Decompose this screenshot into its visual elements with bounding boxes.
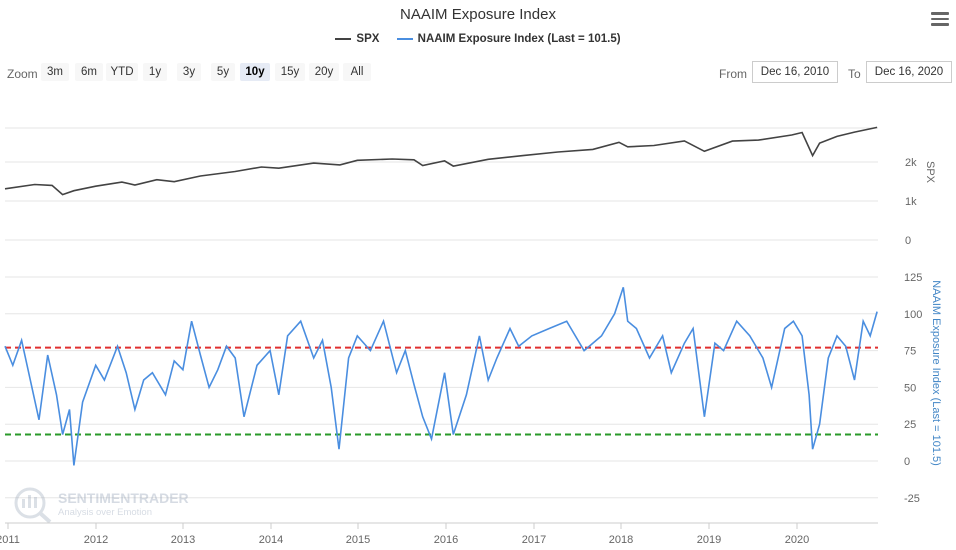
x-axis-tick-label: 2014 — [259, 534, 283, 546]
zoom-ytd-button[interactable]: YTD — [106, 63, 138, 81]
to-label: To — [848, 67, 861, 81]
grid-lines — [5, 127, 878, 499]
zoom-5y-button[interactable]: 5y — [211, 63, 235, 81]
legend-swatch-naaim — [396, 37, 413, 40]
chart-title: NAAIM Exposure Index — [400, 6, 556, 23]
zoom-label: Zoom — [7, 67, 38, 81]
x-axis-tick-label: 2011 — [0, 534, 20, 546]
naaim-y-tick-label: 50 — [904, 382, 916, 394]
legend-item-naaim[interactable]: NAAIM Exposure Index (Last = 101.5) — [396, 33, 621, 45]
series-lines — [4, 126, 878, 466]
spx-y-tick-label: 0 — [905, 235, 911, 247]
zoom-3m-button[interactable]: 3m — [41, 63, 69, 81]
naaim-y-tick-label: -25 — [904, 493, 920, 505]
x-axis-tick-label: 2016 — [434, 534, 458, 546]
naaim-series-line — [4, 287, 878, 466]
spx-y-tick-label: 2k — [905, 157, 917, 169]
legend-label-naaim: NAAIM Exposure Index (Last = 101.5) — [417, 33, 621, 45]
menu-bar — [931, 23, 949, 26]
naaim-y-tick-label: 75 — [904, 346, 916, 358]
from-label: From — [719, 67, 747, 81]
watermark-tagline: Analysis over Emotion — [58, 507, 152, 518]
naaim-y-tick-label: 0 — [904, 456, 910, 468]
zoom-10y-button[interactable]: 10y — [240, 63, 270, 81]
from-date-input[interactable]: Dec 16, 2010 — [752, 61, 838, 83]
watermark-name: SENTIMENTRADER — [58, 490, 189, 506]
menu-bar — [931, 17, 949, 20]
spx-y-tick-label: 1k — [905, 196, 917, 208]
watermark-logo-bar — [28, 495, 31, 508]
axes: 0 1k 2k SPX -25 0 25 50 75 100 125 NAAIM Exposure I… — [0, 157, 942, 546]
watermark-logo-handle — [38, 511, 52, 524]
zoom-6m-button[interactable]: 6m — [75, 63, 103, 81]
x-axis-tick-label: 2012 — [84, 534, 108, 546]
legend-item-spx[interactable]: SPX — [335, 33, 379, 45]
menu-bar — [931, 12, 949, 15]
spx-axis-title: SPX — [924, 161, 936, 184]
to-date-input[interactable]: Dec 16, 2020 — [866, 61, 952, 83]
watermark-logo-bar — [34, 497, 37, 508]
naaim-y-tick-label: 100 — [904, 309, 922, 321]
x-axis-tick-label: 2013 — [171, 534, 195, 546]
zoom-20y-button[interactable]: 20y — [309, 63, 339, 81]
zoom-all-button[interactable]: All — [343, 63, 371, 81]
hamburger-menu-icon[interactable] — [931, 12, 949, 26]
watermark-logo-bar — [22, 499, 25, 508]
legend-swatch-spx — [335, 37, 352, 40]
x-axis-tick-label: 2020 — [785, 534, 809, 546]
naaim-y-tick-label: 125 — [904, 272, 922, 284]
reference-lines — [5, 346, 878, 436]
zoom-1y-button[interactable]: 1y — [143, 63, 167, 81]
chart-legend: SPX NAAIM Exposure Index (Last = 101.5) — [0, 33, 956, 45]
watermark-logo-icon — [14, 487, 46, 519]
x-axis-tick-label: 2018 — [609, 534, 633, 546]
naaim-y-tick-label: 25 — [904, 419, 916, 431]
x-axis-tick-label: 2015 — [346, 534, 370, 546]
legend-label-spx: SPX — [356, 33, 380, 45]
naaim-axis-title: NAAIM Exposure Index (Last = 101.5) — [930, 280, 942, 466]
sentimentrader-watermark: SENTIMENTRADER Analysis over Emotion — [14, 487, 189, 524]
zoom-15y-button[interactable]: 15y — [275, 63, 305, 81]
spx-series-line — [4, 126, 878, 196]
x-axis-tick-label: 2017 — [522, 534, 546, 546]
x-axis-tick-label: 2019 — [697, 534, 721, 546]
zoom-3y-button[interactable]: 3y — [177, 63, 201, 81]
